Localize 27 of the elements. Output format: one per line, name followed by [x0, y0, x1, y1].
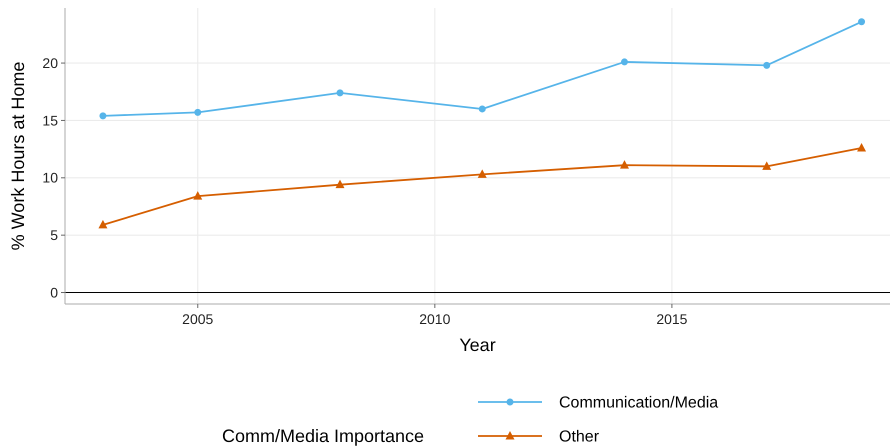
- point: [336, 180, 344, 188]
- point: [98, 220, 108, 228]
- point: [194, 108, 202, 116]
- legend-label: Other: [559, 428, 600, 446]
- x-tick-label: 2005: [182, 311, 214, 327]
- point: [478, 105, 486, 112]
- point: [858, 18, 866, 26]
- y-tick-label: 15: [42, 112, 58, 128]
- y-axis-title: % Work Hours at Home: [8, 62, 28, 250]
- x-axis-title: Year: [459, 335, 496, 355]
- point: [99, 112, 106, 120]
- y-tick-label: 0: [50, 284, 58, 300]
- point: [762, 161, 772, 170]
- x-tick-label: 2010: [419, 311, 451, 327]
- point: [336, 89, 344, 96]
- point: [857, 142, 866, 152]
- y-tick-label: 20: [42, 54, 58, 71]
- point: [763, 62, 770, 69]
- point: [620, 160, 629, 169]
- point: [478, 169, 487, 178]
- x-tick-label: 2015: [656, 311, 688, 327]
- legend-title: Comm/Media Importance: [222, 426, 424, 446]
- y-tick-label: 10: [42, 170, 58, 186]
- legend-label: Communication/Media: [559, 394, 718, 412]
- point: [193, 191, 202, 200]
- point: [620, 58, 628, 66]
- y-tick-label: 5: [50, 227, 58, 244]
